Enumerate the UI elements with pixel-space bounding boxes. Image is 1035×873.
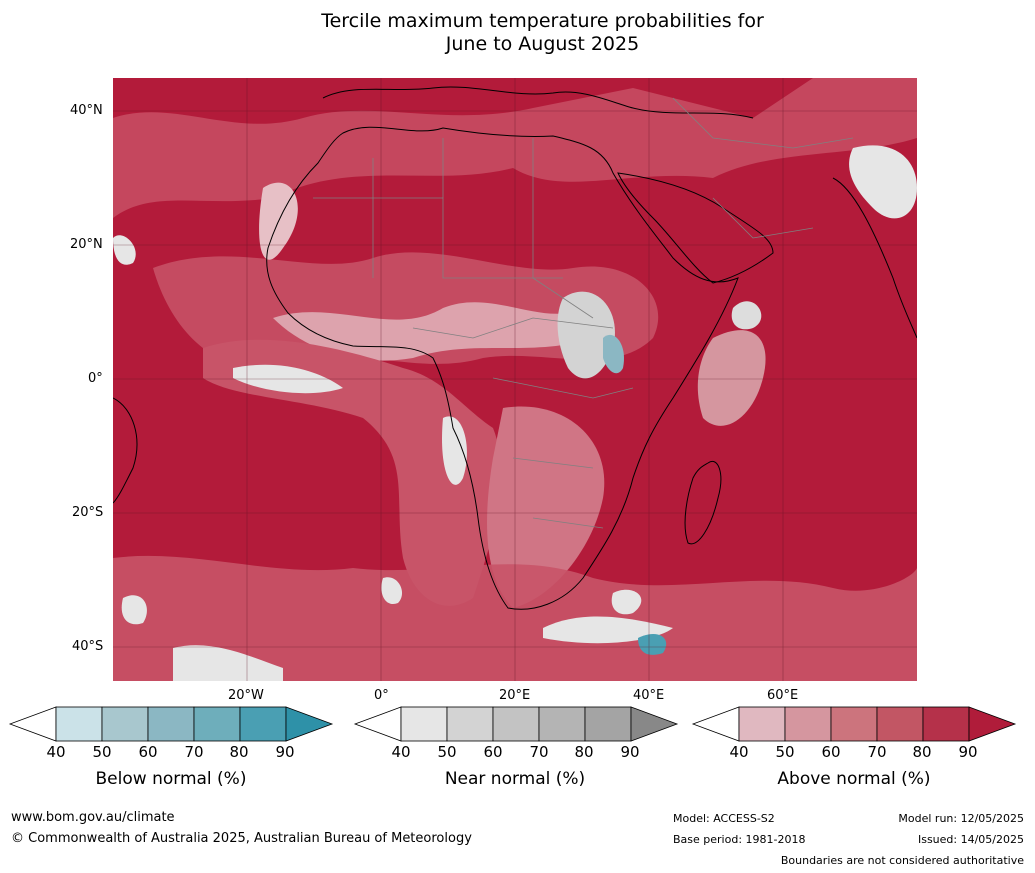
colorbar-below-normal <box>8 706 334 742</box>
probability-map <box>113 78 917 681</box>
colorbar-segment <box>239 706 287 742</box>
lon-label: 0° <box>374 688 389 703</box>
colorbar-near-normal <box>353 706 679 742</box>
colorbar-segment <box>830 706 878 742</box>
graticule <box>113 78 917 681</box>
colorbar-lower-extension <box>691 706 740 742</box>
legend-tick: 80 <box>912 743 932 761</box>
lat-label: 20°S <box>72 505 104 520</box>
lon-label: 40°E <box>633 688 665 703</box>
colorbar-lower-extension <box>8 706 57 742</box>
coastlines <box>113 86 917 610</box>
lat-label: 40°S <box>72 639 104 654</box>
colorbar-segment <box>738 706 786 742</box>
legend-near-normal <box>353 706 679 742</box>
legend-tick: 80 <box>574 743 594 761</box>
map-canvas <box>113 78 917 681</box>
colorbar-segment <box>147 706 195 742</box>
map-title: Tercile maximum temperature probabilitie… <box>321 10 764 55</box>
legend-label-above: Above normal (%) <box>777 769 931 789</box>
legend-tick: 60 <box>821 743 841 761</box>
colorbar-segment <box>193 706 241 742</box>
lon-label: 20°W <box>228 688 264 703</box>
legend-tick: 50 <box>92 743 112 761</box>
legend-tick: 50 <box>775 743 795 761</box>
disclaimer: Boundaries are not considered authoritat… <box>780 854 1024 867</box>
legend-tick: 40 <box>729 743 749 761</box>
colorbar-segment <box>101 706 149 742</box>
base-period: Base period: 1981-2018 <box>673 833 806 846</box>
legend-tick: 70 <box>529 743 549 761</box>
colorbar-segment <box>446 706 494 742</box>
lon-label: 20°E <box>499 688 531 703</box>
website-link[interactable]: www.bom.gov.au/climate <box>11 810 175 825</box>
legend-above-normal <box>691 706 1017 742</box>
colorbar-segment <box>922 706 970 742</box>
colorbar-segment <box>876 706 924 742</box>
colorbar-upper-extension <box>630 706 679 742</box>
colorbar-lower-extension <box>353 706 402 742</box>
colorbar-segment <box>55 706 103 742</box>
copyright: © Commonwealth of Australia 2025, Austra… <box>11 831 472 846</box>
legend-tick: 40 <box>46 743 66 761</box>
colorbar-segment <box>492 706 540 742</box>
legend-tick: 60 <box>483 743 503 761</box>
legend-tick: 40 <box>391 743 411 761</box>
lat-label: 0° <box>88 371 103 386</box>
legend-tick: 70 <box>184 743 204 761</box>
colorbar-upper-extension <box>968 706 1017 742</box>
lon-label: 60°E <box>767 688 799 703</box>
legend-tick: 50 <box>437 743 457 761</box>
lat-label: 40°N <box>70 103 103 118</box>
colorbar-segment <box>400 706 448 742</box>
issued-date: Issued: 14/05/2025 <box>917 833 1024 846</box>
country-borders <box>313 97 854 529</box>
legend-tick: 80 <box>229 743 249 761</box>
model-run: Model run: 12/05/2025 <box>898 812 1024 825</box>
colorbar-above-normal <box>691 706 1017 742</box>
legend-below-normal <box>8 706 334 742</box>
colorbar-upper-extension <box>285 706 334 742</box>
legend-tick: 70 <box>867 743 887 761</box>
colorbar-segment <box>584 706 632 742</box>
legend-tick: 90 <box>620 743 640 761</box>
legend-tick: 90 <box>958 743 978 761</box>
legend-tick: 90 <box>275 743 295 761</box>
lat-label: 20°N <box>70 237 103 252</box>
legend-label-below: Below normal (%) <box>95 769 247 789</box>
model-name: Model: ACCESS-S2 <box>673 812 775 825</box>
colorbar-segment <box>784 706 832 742</box>
colorbar-segment <box>538 706 586 742</box>
legend-tick: 60 <box>138 743 158 761</box>
legend-label-near: Near normal (%) <box>444 769 586 789</box>
